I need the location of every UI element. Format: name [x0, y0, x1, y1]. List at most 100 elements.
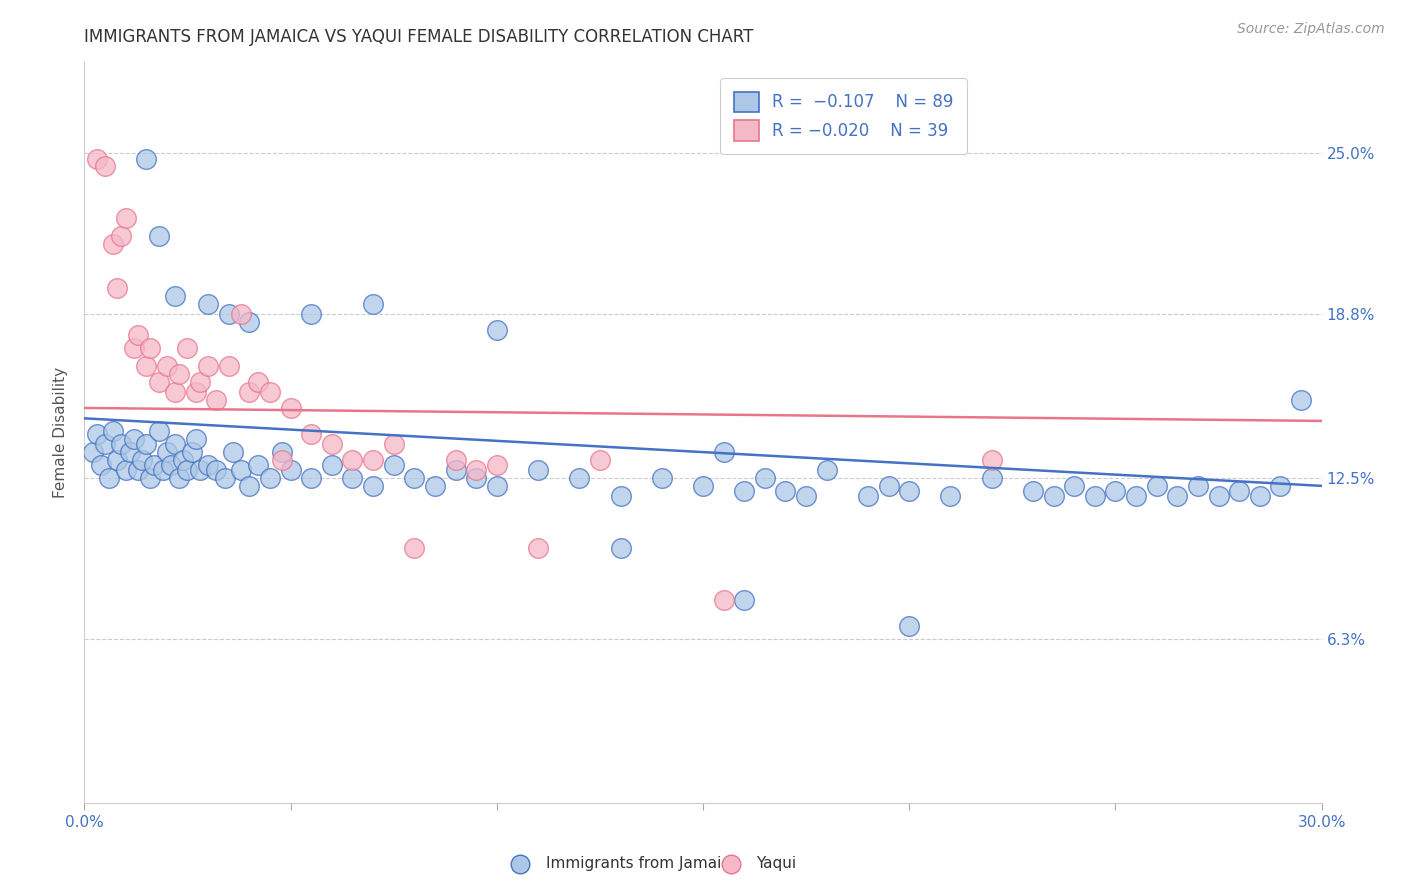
- Point: [148, 229, 170, 244]
- Point: [127, 463, 149, 477]
- Point: [321, 458, 343, 472]
- Point: [733, 484, 755, 499]
- Point: [114, 211, 136, 226]
- Point: [143, 458, 166, 472]
- Point: [205, 393, 228, 408]
- Point: [609, 541, 631, 556]
- Point: [135, 437, 157, 451]
- Legend: R =  −0.107    N = 89, R = −0.020    N = 39: R = −0.107 N = 89, R = −0.020 N = 39: [720, 78, 967, 153]
- Point: [1249, 489, 1271, 503]
- Point: [465, 463, 488, 477]
- Point: [404, 541, 426, 556]
- Point: [122, 432, 145, 446]
- Point: [188, 463, 211, 477]
- Point: [271, 453, 294, 467]
- Point: [271, 445, 294, 459]
- Point: [110, 229, 132, 244]
- Point: [103, 237, 125, 252]
- Point: [139, 341, 162, 355]
- Point: [205, 463, 228, 477]
- Point: [246, 375, 269, 389]
- Point: [775, 484, 797, 499]
- Point: [299, 471, 322, 485]
- Point: [86, 426, 108, 441]
- Point: [188, 375, 211, 389]
- Point: [218, 359, 240, 374]
- Point: [980, 453, 1002, 467]
- Point: [90, 458, 112, 472]
- Point: [122, 341, 145, 355]
- Point: [184, 385, 207, 400]
- Point: [86, 152, 108, 166]
- Point: [651, 471, 673, 485]
- Point: [1146, 479, 1168, 493]
- Point: [167, 367, 190, 381]
- Point: [160, 458, 183, 472]
- Point: [692, 479, 714, 493]
- Point: [1289, 393, 1312, 408]
- Text: Source: ZipAtlas.com: Source: ZipAtlas.com: [1237, 22, 1385, 37]
- Point: [148, 375, 170, 389]
- Point: [713, 445, 735, 459]
- Point: [259, 471, 281, 485]
- Point: [110, 437, 132, 451]
- Point: [815, 463, 838, 477]
- Point: [103, 425, 125, 439]
- Point: [197, 458, 219, 472]
- Point: [527, 541, 550, 556]
- Point: [259, 385, 281, 400]
- Point: [172, 453, 194, 467]
- Point: [156, 445, 179, 459]
- Point: [1042, 489, 1064, 503]
- Point: [404, 471, 426, 485]
- Point: [299, 426, 322, 441]
- Point: [167, 471, 190, 485]
- Point: [485, 323, 508, 337]
- Point: [105, 453, 128, 467]
- Point: [939, 489, 962, 503]
- Point: [280, 401, 302, 415]
- Point: [1022, 484, 1045, 499]
- Point: [139, 471, 162, 485]
- Point: [485, 458, 508, 472]
- Point: [94, 159, 117, 173]
- Point: [165, 385, 187, 400]
- Point: [229, 463, 252, 477]
- Point: [382, 458, 405, 472]
- Point: [148, 425, 170, 439]
- Point: [423, 479, 446, 493]
- Point: [197, 359, 219, 374]
- Point: [98, 471, 121, 485]
- Point: [218, 307, 240, 321]
- Point: [733, 593, 755, 607]
- Point: [1084, 489, 1107, 503]
- Point: [238, 385, 260, 400]
- Point: [382, 437, 405, 451]
- Point: [1125, 489, 1147, 503]
- Point: [114, 463, 136, 477]
- Point: [713, 593, 735, 607]
- Point: [1063, 479, 1085, 493]
- Point: [485, 479, 508, 493]
- Point: [135, 359, 157, 374]
- Point: [135, 152, 157, 166]
- Point: [856, 489, 879, 503]
- Point: [527, 463, 550, 477]
- Point: [1166, 489, 1188, 503]
- Point: [197, 297, 219, 311]
- Point: [127, 328, 149, 343]
- Point: [720, 856, 742, 871]
- Point: [94, 437, 117, 451]
- Point: [180, 445, 202, 459]
- Point: [1187, 479, 1209, 493]
- Point: [184, 432, 207, 446]
- Point: [509, 856, 531, 871]
- Point: [794, 489, 817, 503]
- Point: [980, 471, 1002, 485]
- Point: [321, 437, 343, 451]
- Point: [342, 453, 364, 467]
- Point: [1208, 489, 1230, 503]
- Point: [176, 341, 198, 355]
- Point: [82, 445, 104, 459]
- Point: [877, 479, 900, 493]
